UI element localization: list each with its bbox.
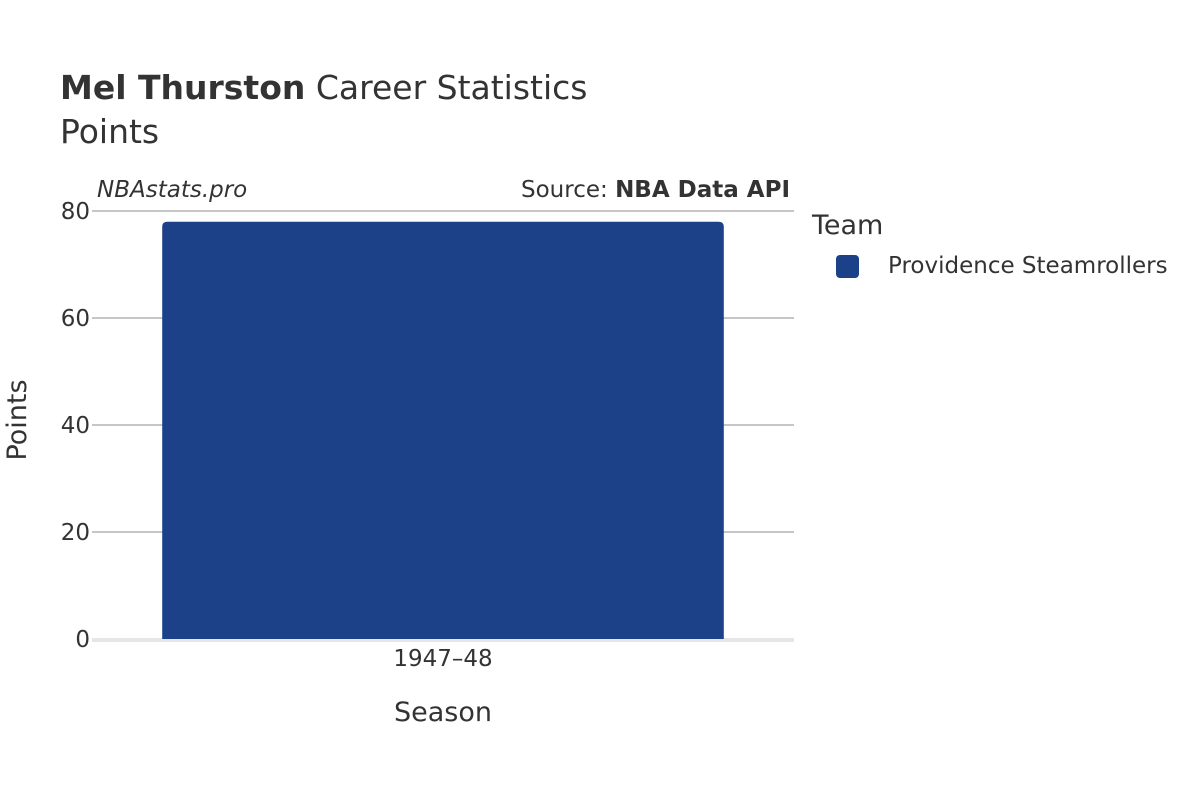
source-credit: Source: NBA Data API bbox=[521, 177, 790, 203]
legend-swatch bbox=[836, 254, 859, 278]
x-axis-label: Season bbox=[394, 697, 492, 728]
y-tick-label: 20 bbox=[61, 520, 90, 546]
y-tick-label: 80 bbox=[61, 199, 90, 225]
y-tick-label: 0 bbox=[75, 627, 90, 653]
title-suffix: Career Statistics bbox=[305, 68, 588, 107]
y-tick-label: 60 bbox=[61, 306, 90, 332]
source-name: NBA Data API bbox=[615, 177, 790, 203]
x-tick-label: 1947–48 bbox=[393, 646, 492, 672]
y-tick-label: 40 bbox=[61, 413, 90, 439]
watermark: NBAstats.pro bbox=[97, 177, 248, 203]
y-axis-label: Points bbox=[2, 379, 33, 460]
x-axis-ticks: 1947–48 bbox=[393, 646, 492, 672]
chart-subtitle: Points bbox=[60, 112, 160, 151]
chart-title: Mel Thurston Career Statistics bbox=[60, 68, 588, 108]
bar[interactable] bbox=[162, 221, 724, 639]
player-name: Mel Thurston bbox=[60, 68, 306, 107]
source-prefix: Source: bbox=[521, 177, 616, 203]
legend-label: Providence Steamrollers bbox=[888, 253, 1168, 279]
legend-item[interactable]: Providence Steamrollers bbox=[836, 252, 1168, 280]
y-axis-ticks: 0 20 40 60 80 bbox=[61, 199, 90, 653]
bars bbox=[162, 221, 724, 639]
legend-title: Team bbox=[812, 210, 884, 241]
